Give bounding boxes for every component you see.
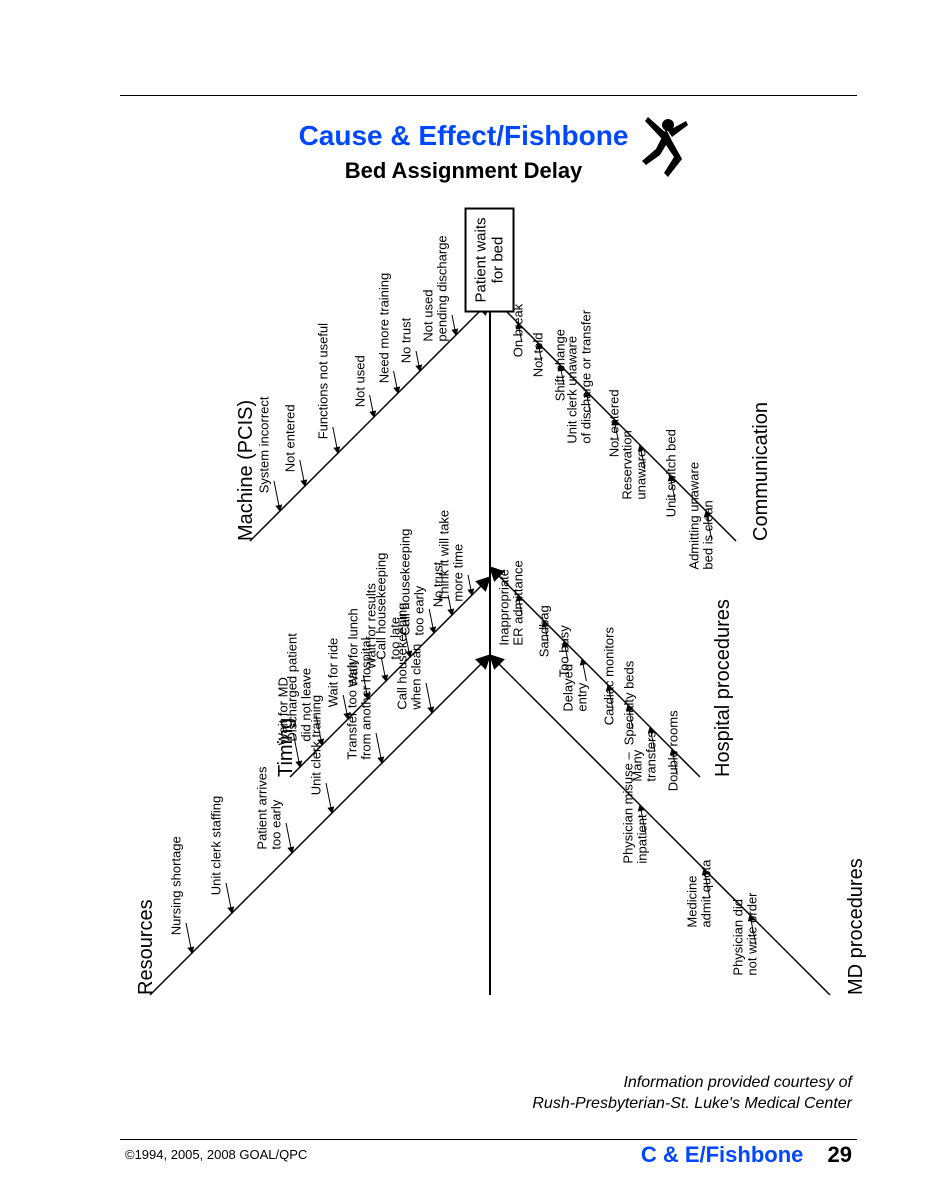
cause-label: Double rooms: [667, 710, 681, 791]
cause-label: Not usedpending discharge: [421, 235, 450, 341]
cause-label: Patient arrivestoo early: [255, 767, 284, 850]
title-block: Cause & Effect/Fishbone Bed Assignment D…: [0, 120, 927, 184]
category-label-hospital_procedures: Hospital procedures: [712, 599, 735, 777]
cause-label: Not told: [531, 332, 545, 377]
cause-label: Call housekeepingtoo early: [399, 529, 428, 636]
cause-label: InappropriateER admittance: [497, 560, 526, 645]
cause-label: Not used: [353, 355, 367, 407]
cause-label: Physician didnot write order: [731, 893, 760, 976]
cause-label: Too busy: [558, 625, 572, 677]
footer-copyright: ©1994, 2005, 2008 GOAL/QPC: [125, 1147, 307, 1162]
cause-label: Nursing shortage: [170, 836, 184, 935]
cause-label: Admitting unawarebed is clean: [687, 462, 716, 570]
cause-label: Not entered: [608, 389, 622, 457]
effect-box: Patient waitsfor bed: [465, 207, 515, 312]
cause-label: Cardiac monitors: [603, 627, 617, 725]
cause-label: Unit clerk staffing: [210, 796, 224, 895]
cause-label: No trust: [400, 318, 414, 364]
fishbone-diagram: Patient waitsfor bed Resources Nursing sho…: [120, 205, 860, 1065]
cause-label: Wait for lunch: [347, 608, 361, 687]
cause-label: Sandbag: [538, 605, 552, 657]
cause-label: Unit clerk unawareof discharge or transf…: [566, 310, 595, 444]
credit-line-2: Rush-Presbyterian-St. Luke's Medical Cen…: [532, 1094, 852, 1115]
bottom-rule: [120, 1139, 857, 1140]
page: Cause & Effect/Fishbone Bed Assignment D…: [0, 0, 927, 1200]
cause-label: Unit switch bed: [665, 429, 679, 517]
cause-label: Need more training: [377, 273, 391, 384]
top-rule: [120, 95, 857, 96]
category-label-communication: Communication: [750, 402, 773, 541]
cause-label: Discharged patientdid not leave: [285, 633, 314, 741]
cause-label: Medicineadmit quota: [685, 860, 714, 928]
credit-line-1: Information provided courtesy of: [532, 1073, 852, 1094]
page-subtitle: Bed Assignment Delay: [0, 158, 927, 184]
cause-label: System incorrect: [258, 396, 272, 493]
cause-label: Shift change: [554, 329, 568, 401]
footer-page-number: 29: [828, 1142, 852, 1167]
category-label-machine: Machine (PCIS): [235, 400, 258, 541]
category-label-md_procedures: MD procedures: [845, 858, 868, 995]
credit-block: Information provided courtesy of Rush-Pr…: [532, 1073, 852, 1115]
cause-label: Functions not useful: [317, 323, 331, 439]
cause-label: On break: [511, 304, 525, 357]
leaping-figure-icon: [622, 115, 692, 190]
cause-label: Reservationunaware: [620, 430, 649, 499]
category-label-resources: Resources: [135, 899, 158, 995]
cause-label: Think it will takemore time: [437, 510, 466, 602]
cause-label: Wait for ride: [327, 638, 341, 708]
page-title: Cause & Effect/Fishbone: [0, 120, 927, 152]
footer-section-label: C & E/Fishbone: [641, 1142, 804, 1167]
cause-label: Specialty beds: [623, 661, 637, 746]
cause-label: Not entered: [284, 404, 298, 472]
footer-section: C & E/Fishbone 29: [641, 1142, 852, 1168]
